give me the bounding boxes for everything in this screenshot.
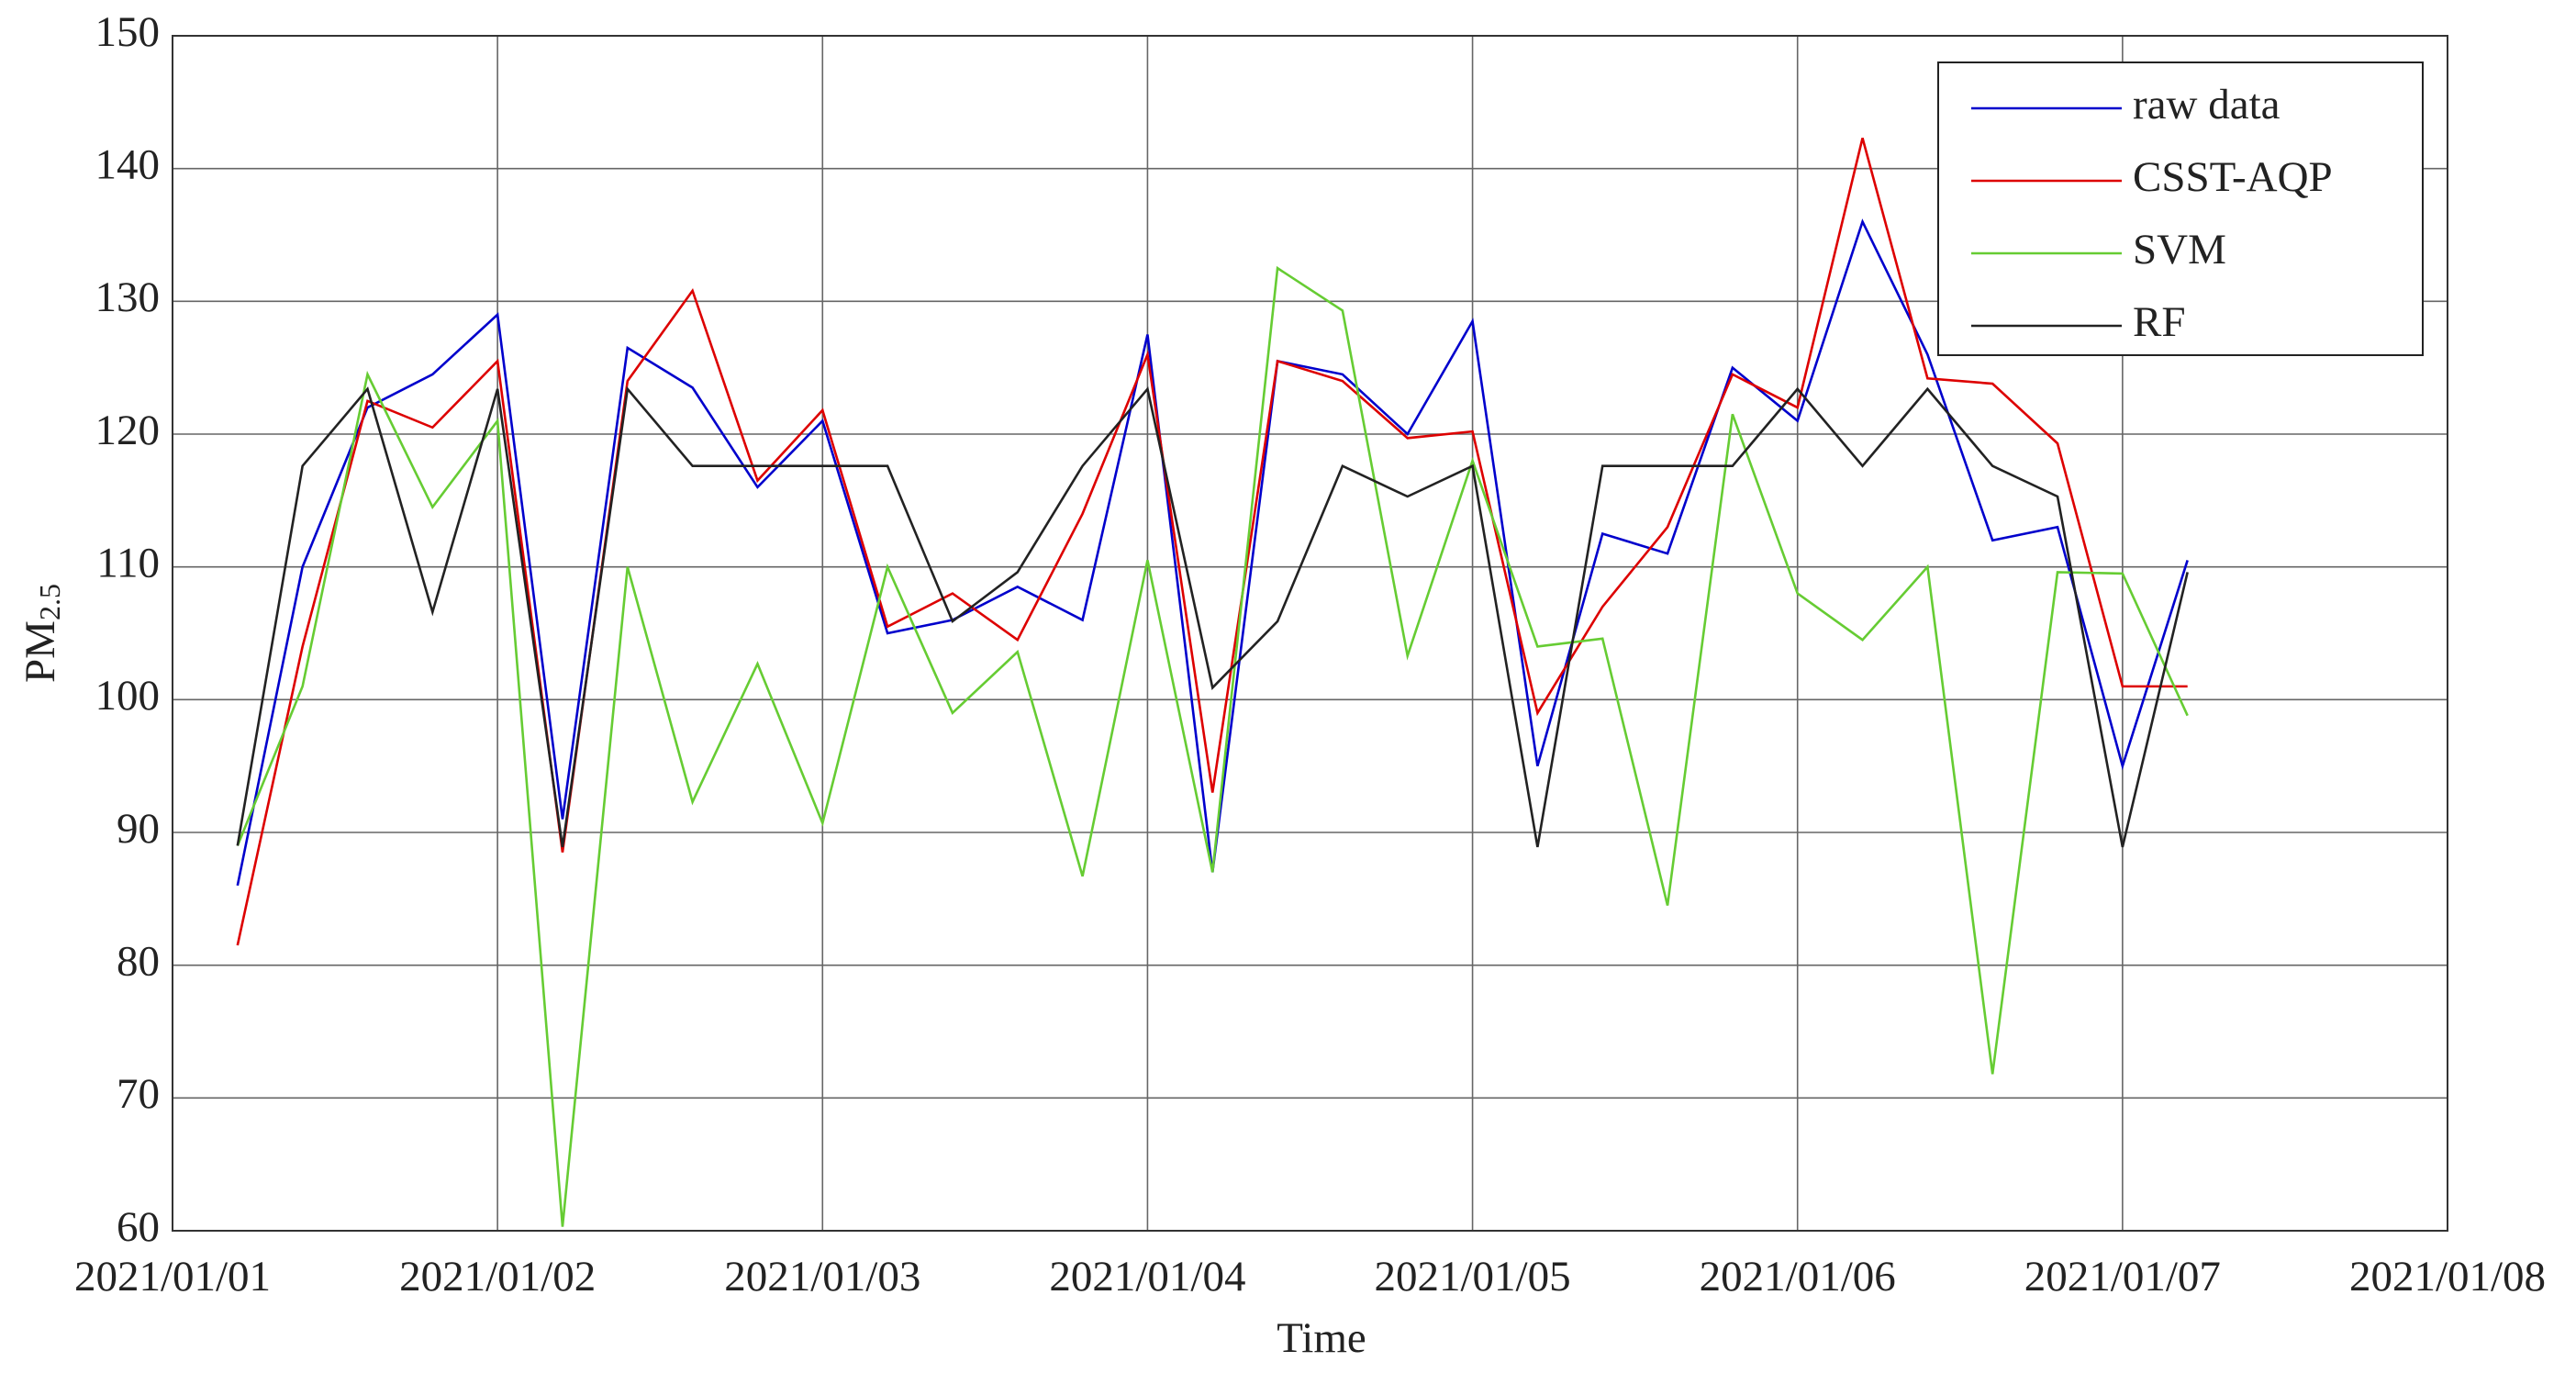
y-tick-label: 120 (95, 407, 161, 454)
legend-label: SVM (2133, 226, 2226, 273)
y-tick-label: 60 (117, 1203, 160, 1251)
y-axis-label-sub: 2.5 (33, 584, 66, 620)
x-tick-label: 2021/01/05 (1375, 1253, 1571, 1300)
data-line (236, 138, 2188, 946)
x-tick-label: 2021/01/08 (2349, 1253, 2546, 1300)
x-tick-label: 2021/01/02 (399, 1253, 596, 1300)
x-tick-label: 2021/01/07 (2024, 1253, 2221, 1300)
y-tick-label: 110 (96, 539, 160, 586)
x-tick-label: 2021/01/03 (724, 1253, 920, 1300)
y-tick-label: 80 (117, 937, 160, 985)
y-tick-label: 140 (95, 140, 161, 188)
x-tick-label: 2021/01/04 (1049, 1253, 1245, 1300)
legend-label: RF (2133, 298, 2186, 346)
legend-label: raw data (2133, 81, 2280, 128)
x-axis-label: Time (1277, 1314, 1366, 1362)
data-line (236, 265, 2189, 1227)
legend-box (1937, 61, 2424, 356)
y-tick-label: 130 (95, 273, 161, 321)
y-tick-label: 100 (95, 672, 161, 720)
y-axis-label: PM2.5 (17, 584, 67, 683)
y-tick-label: 90 (117, 805, 160, 853)
y-tick-label: 70 (117, 1070, 160, 1118)
data-line (236, 385, 2189, 848)
plot-frame (172, 35, 2448, 1232)
y-tick-label: 150 (95, 8, 161, 56)
y-axis-label-main: PM (17, 620, 64, 683)
x-tick-label: 2021/01/06 (1700, 1253, 1896, 1300)
legend-label: CSST-AQP (2133, 153, 2333, 201)
x-tick-label: 2021/01/01 (74, 1253, 271, 1300)
